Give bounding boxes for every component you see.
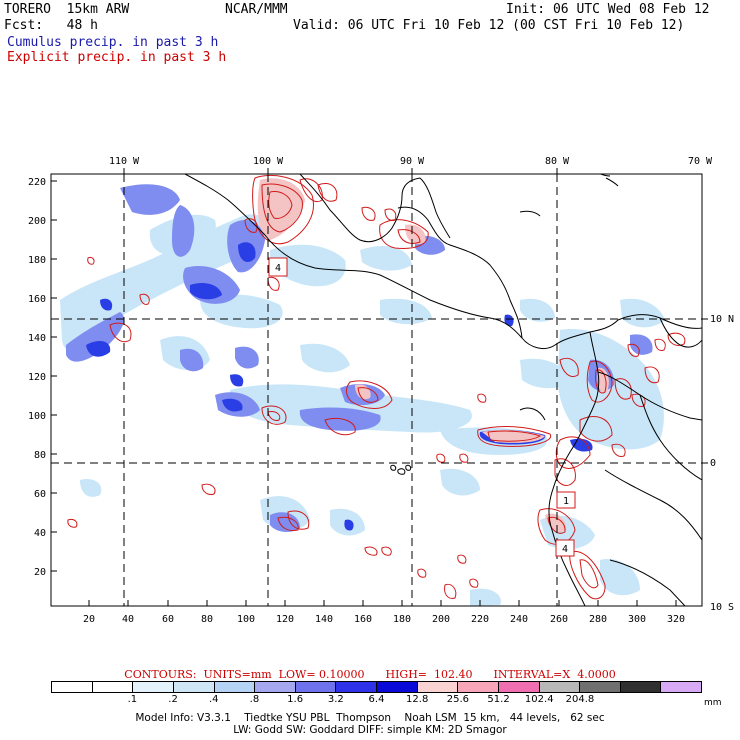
x-tick: 40 — [122, 614, 134, 625]
colorbar-segment — [497, 682, 539, 692]
y-tick: 40 — [34, 528, 46, 539]
colorbar-segment — [538, 682, 580, 692]
map-label-box-2 — [556, 491, 576, 509]
lon-label: 80 W — [545, 156, 570, 167]
y-tick: 180 — [28, 255, 46, 266]
lat-label: 10 N — [710, 314, 734, 325]
colorbar-segment — [254, 682, 295, 692]
colorbar — [51, 681, 702, 693]
forecast-hour: Fcst: 48 h — [4, 18, 98, 33]
x-tick: 80 — [201, 614, 213, 625]
x-tick: 320 — [667, 614, 685, 625]
lon-labels: 110 W 100 W 90 W 80 W 70 W — [109, 156, 713, 167]
lon-label: 90 W — [400, 156, 425, 167]
lon-label: 110 W — [109, 156, 140, 167]
x-tick: 160 — [354, 614, 372, 625]
model-info-line1: Model Info: V3.3.1 Tiedtke YSU PBL Thomp… — [135, 712, 605, 724]
colorbar-segment — [416, 682, 458, 692]
y-tick: 220 — [28, 177, 46, 188]
x-tick: 260 — [550, 614, 568, 625]
lon-label: 70 W — [688, 156, 713, 167]
colorbar-segment — [376, 682, 417, 692]
colorbar-tick-label: 102.4 — [524, 694, 554, 705]
colorbar-segment — [213, 682, 255, 692]
colorbar-segment — [579, 682, 620, 692]
contour-info: CONTOURS: UNITS=mm LOW= 0.10000 HIGH= 10… — [124, 668, 616, 681]
init-time: Init: 06 UTC Wed 08 Feb 12 — [506, 2, 710, 17]
colorbar-segment — [52, 682, 92, 692]
y-tick: 20 — [34, 567, 46, 578]
graticule — [51, 174, 702, 606]
colorbar-tick-label: .4 — [208, 694, 219, 705]
lon-label: 100 W — [253, 156, 284, 167]
colorbar-tick-label: 12.8 — [406, 694, 429, 705]
y-tick: 120 — [28, 372, 46, 383]
colorbar-tick-label: 6.4 — [368, 694, 385, 705]
colorbar-tick-label: .1 — [127, 694, 138, 705]
colorbar-segment — [294, 682, 336, 692]
y-tick: 80 — [34, 450, 46, 461]
model-title: TORERO 15km ARW — [4, 2, 130, 17]
tick-marks — [51, 168, 708, 606]
colorbar-segment — [457, 682, 498, 692]
x-tick: 140 — [315, 614, 333, 625]
x-tick: 240 — [510, 614, 528, 625]
colorbar-tick-label: .2 — [168, 694, 178, 705]
map-label-2: 1 — [563, 496, 569, 507]
map-label-box-3 — [555, 539, 575, 557]
x-tick: 200 — [432, 614, 450, 625]
x-tick: 60 — [162, 614, 174, 625]
colorbar-segment — [132, 682, 173, 692]
x-tick: 120 — [276, 614, 294, 625]
map-label-3: 4 — [562, 544, 568, 555]
x-tick: 300 — [628, 614, 646, 625]
lat-labels: 10 N 0 10 S — [710, 314, 734, 613]
x-tick: 280 — [589, 614, 607, 625]
colorbar-tick-label: 3.2 — [327, 694, 344, 705]
colorbar-tick-label: 51.2 — [487, 694, 510, 705]
colorbar-tick-label: 204.8 — [565, 694, 595, 705]
colorbar-tick-label: 25.6 — [446, 694, 469, 705]
colorbar-segment — [660, 682, 701, 692]
model-info-line2: LW: Godd SW: Goddard DIFF: simple KM: 2D… — [233, 724, 507, 736]
map-label-box-1 — [268, 257, 288, 277]
colorbar-segment — [172, 682, 214, 692]
y-tick: 140 — [28, 333, 46, 344]
x-tick: 180 — [393, 614, 411, 625]
y-tick: 60 — [34, 489, 46, 500]
colorbar-segment — [335, 682, 376, 692]
colorbar-ticks: .1 .2 .4 .8 1.6 3.2 6.4 12.8 25.6 51.2 102.4 204.8 — [51, 695, 702, 707]
x-tick: 220 — [471, 614, 489, 625]
x-tick: 100 — [237, 614, 255, 625]
y-tick: 200 — [28, 216, 46, 227]
y-tick: 100 — [28, 411, 46, 422]
lat-label: 0 — [710, 458, 716, 469]
map-frame — [50, 173, 703, 607]
coastlines — [184, 174, 702, 606]
colorbar-segment — [91, 682, 133, 692]
colorbar-unit: mm — [704, 698, 722, 708]
x-tick-labels: 20 40 60 80 100 120 140 160 180 200 220 … — [83, 614, 685, 625]
colorbar-tick-label: 1.6 — [287, 694, 304, 705]
y-tick: 160 — [28, 294, 46, 305]
map-label-1: 4 — [275, 263, 281, 274]
lat-label: 10 S — [710, 602, 734, 613]
explicit-legend: Explicit precip. in past 3 h — [7, 50, 227, 65]
x-tick: 20 — [83, 614, 95, 625]
colorbar-tick-label: .8 — [249, 694, 260, 705]
y-tick-labels: 20 40 60 80 100 120 140 160 180 200 220 — [28, 177, 46, 578]
valid-time: Valid: 06 UTC Fri 10 Feb 12 (00 CST Fri … — [293, 18, 685, 33]
colorbar-segment — [619, 682, 661, 692]
org-label: NCAR/MMM — [225, 2, 288, 17]
cumulus-legend: Cumulus precip. in past 3 h — [7, 35, 219, 50]
